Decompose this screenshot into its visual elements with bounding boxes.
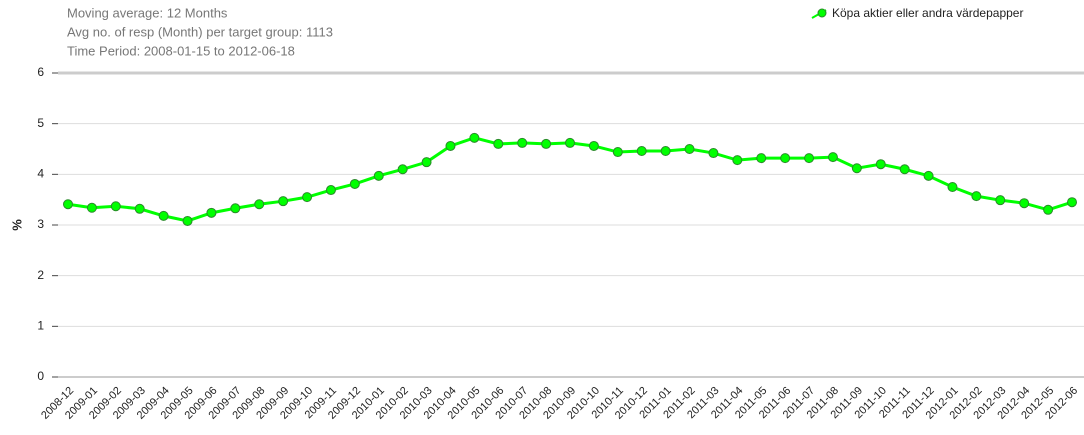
data-point <box>732 155 743 166</box>
data-point <box>875 159 886 170</box>
data-point <box>947 182 958 192</box>
subtitle: Time Period: 2008-01-15 to 2012-06-18 <box>67 43 295 58</box>
y-tick-label: 4 <box>37 167 44 181</box>
data-point <box>325 185 336 196</box>
y-tick-label: 6 <box>37 65 44 79</box>
y-tick-label: 5 <box>37 116 44 130</box>
subtitle: Moving average: 12 Months <box>67 5 228 20</box>
data-point <box>278 196 289 207</box>
data-point <box>493 138 504 149</box>
data-point <box>804 153 815 164</box>
data-point <box>995 195 1006 206</box>
data-point <box>206 207 217 218</box>
data-point <box>827 152 838 163</box>
data-point <box>923 170 934 181</box>
data-point <box>899 164 910 175</box>
legend-label: Köpa aktier eller andra värdepapper <box>832 6 1023 20</box>
data-point <box>780 153 791 164</box>
data-point <box>421 157 432 168</box>
data-point <box>86 202 97 213</box>
data-point <box>158 210 169 221</box>
data-point <box>1043 204 1054 215</box>
data-point <box>684 144 695 154</box>
data-point <box>971 191 982 202</box>
data-point <box>445 140 456 151</box>
data-point <box>851 163 862 174</box>
data-point <box>588 140 599 151</box>
data-point <box>756 153 767 164</box>
y-axis-label: % <box>9 219 24 231</box>
data-point <box>302 192 313 203</box>
data-point <box>565 137 575 148</box>
data-point <box>63 199 73 210</box>
data-point <box>349 178 360 189</box>
data-point <box>517 137 528 148</box>
y-tick-label: 1 <box>37 319 44 333</box>
data-point <box>1019 198 1030 209</box>
data-point <box>254 199 265 210</box>
data-point <box>134 203 145 214</box>
data-point <box>182 215 193 226</box>
data-point <box>373 170 384 181</box>
data-point <box>612 147 623 158</box>
data-point <box>1067 197 1077 208</box>
legend-marker <box>817 8 827 18</box>
data-point <box>660 146 671 157</box>
data-point <box>708 148 719 159</box>
data-point <box>636 146 647 157</box>
data-point <box>469 132 480 143</box>
series-line <box>67 136 1073 223</box>
data-point <box>541 138 552 149</box>
data-point <box>110 201 121 212</box>
y-tick-label: 3 <box>37 217 44 231</box>
y-tick-label: 2 <box>37 268 44 282</box>
data-point <box>397 164 408 175</box>
y-tick-label: 0 <box>37 369 44 383</box>
subtitle: Avg no. of resp (Month) per target group… <box>67 24 333 39</box>
data-point <box>230 203 241 214</box>
